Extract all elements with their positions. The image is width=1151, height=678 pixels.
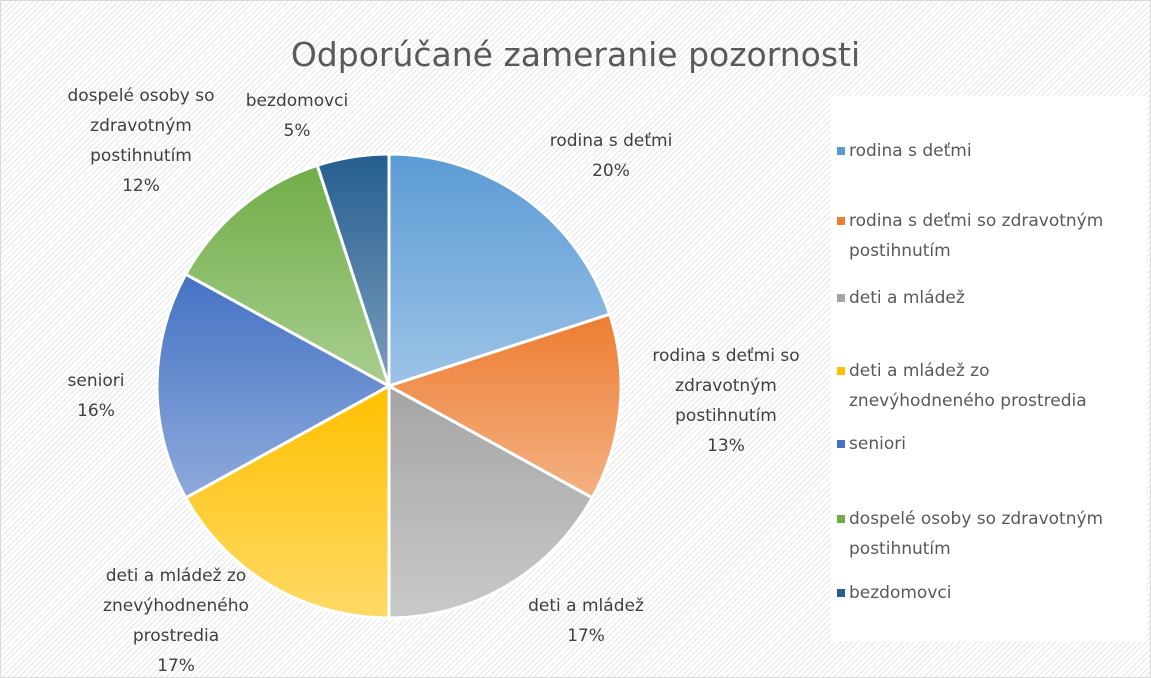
pie-slice bbox=[183, 163, 392, 390]
data-label-value: 20% bbox=[592, 161, 630, 181]
pie-slice bbox=[385, 312, 623, 500]
pie-slice bbox=[183, 383, 391, 620]
data-label: rodina s deťmi 20% bbox=[522, 126, 700, 186]
legend-text: rodina s deťmi bbox=[849, 141, 972, 161]
legend-swatch bbox=[837, 294, 845, 302]
pie-slice bbox=[387, 152, 612, 389]
legend-entry: bezdomovci bbox=[837, 578, 1139, 608]
pie-slice bbox=[315, 152, 391, 387]
data-label-name: deti a mládež zo znevýhodneného prostred… bbox=[103, 566, 249, 646]
legend-text: bezdomovci bbox=[849, 583, 952, 603]
legend-entry: rodina s deťmi so zdravotným postihnutím bbox=[837, 206, 1139, 266]
data-label-value: 16% bbox=[77, 401, 115, 421]
legend-text: deti a mládež bbox=[849, 288, 965, 308]
data-label: rodina s deťmi so zdravotným postihnutím… bbox=[637, 341, 815, 461]
legend-swatch bbox=[837, 217, 845, 225]
data-label-value: 17% bbox=[157, 656, 195, 676]
legend: rodina s deťmi rodina s deťmi so zdravotn… bbox=[831, 96, 1147, 641]
legend-entry: rodina s deťmi bbox=[837, 136, 1139, 166]
legend-swatch bbox=[837, 589, 845, 597]
data-label: dospelé osoby so zdravotným postihnutím 1… bbox=[52, 81, 230, 201]
data-label-value: 12% bbox=[122, 176, 160, 196]
legend-entry: seniori bbox=[837, 429, 1139, 459]
legend-text: dospelé osoby so zdravotným postihnutím bbox=[849, 509, 1104, 559]
legend-text: deti a mládež zo znevýhodneného prostred… bbox=[849, 361, 1087, 411]
data-label: bezdomovci 5% bbox=[208, 86, 386, 146]
chart-title: Odporúčané zameranie pozornosti bbox=[290, 35, 861, 74]
data-label-name: seniori bbox=[67, 371, 125, 391]
pie-slice bbox=[155, 272, 393, 500]
data-label: deti a mládež zo znevýhodneného prostred… bbox=[87, 561, 265, 677]
data-label-value: 5% bbox=[283, 121, 311, 141]
data-label-name: rodina s deťmi bbox=[549, 131, 673, 151]
legend-swatch bbox=[837, 440, 845, 448]
legend-entry: dospelé osoby so zdravotným postihnutím bbox=[837, 504, 1139, 564]
data-label-value: 13% bbox=[707, 436, 745, 456]
data-label: deti a mládež 17% bbox=[497, 591, 675, 651]
data-label-name: rodina s deťmi so zdravotným postihnutím bbox=[652, 346, 800, 426]
legend-swatch bbox=[837, 367, 845, 375]
legend-swatch bbox=[837, 515, 845, 523]
legend-text: seniori bbox=[849, 434, 906, 454]
data-label: seniori 16% bbox=[7, 366, 185, 426]
data-label-name: bezdomovci bbox=[245, 91, 349, 111]
pie-slice bbox=[387, 383, 595, 620]
data-label-name: deti a mládež bbox=[528, 596, 644, 616]
legend-text: rodina s deťmi so zdravotným postihnutím bbox=[849, 211, 1104, 261]
data-label-name: dospelé osoby so zdravotným postihnutím bbox=[67, 86, 215, 166]
data-label-value: 17% bbox=[567, 626, 605, 646]
legend-swatch bbox=[837, 147, 845, 155]
legend-entry: deti a mládež bbox=[837, 283, 1139, 313]
legend-entry: deti a mládež zo znevýhodneného prostred… bbox=[837, 356, 1139, 416]
